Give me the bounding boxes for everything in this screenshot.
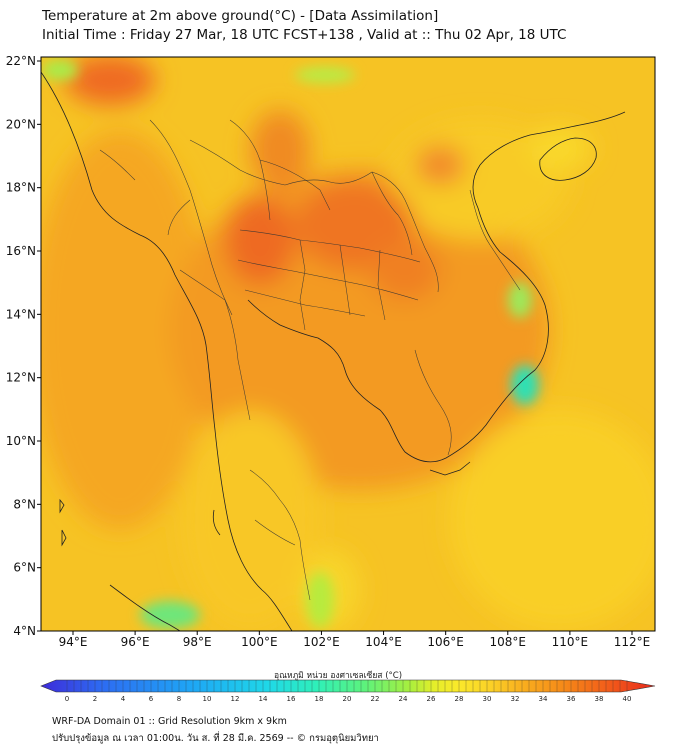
chart-subtitle: Initial Time : Friday 27 Mar, 18 UTC FCS… (42, 27, 567, 43)
footer-update-info: ปรับปรุงข้อมูล ณ เวลา 01:00น. วัน ส. ที่… (52, 733, 379, 744)
colorbar-bar (40, 679, 656, 693)
colorbar-tick-label: 10 (203, 695, 212, 703)
colorbar-tick-label: 24 (399, 695, 408, 703)
lon-tick-label: 100°E (241, 635, 278, 649)
colorbar-tick-label: 4 (121, 695, 126, 703)
lon-tick-label: 96°E (121, 635, 150, 649)
colorbar-tick-label: 14 (259, 695, 268, 703)
lon-tick-label: 94°E (59, 635, 88, 649)
colorbar-tick-label: 28 (455, 695, 464, 703)
colorbar-tick-label: 34 (539, 695, 548, 703)
footer-grid-info: WRF-DA Domain 01 :: Grid Resolution 9km … (52, 716, 287, 727)
temperature-field (41, 57, 655, 631)
colorbar-tick-label: 0 (65, 695, 69, 703)
lon-tick-label: 108°E (490, 635, 527, 649)
lat-tick-label: 18°N (6, 181, 36, 195)
colorbar-tick-label: 40 (623, 695, 632, 703)
lat-tick-label: 8°N (13, 497, 36, 511)
lat-tick-label: 16°N (6, 244, 36, 258)
colorbar-tick-label: 18 (315, 695, 324, 703)
lat-tick-label: 10°N (6, 434, 36, 448)
colorbar-tick-label: 6 (149, 695, 154, 703)
colorbar-label: อุณหภูมิ หน่วย องศาเซลเซียส (°C) (273, 671, 403, 681)
lon-tick-label: 112°E (614, 635, 651, 649)
colorbar-tick-label: 30 (483, 695, 492, 703)
colorbar-tick-label: 16 (287, 695, 296, 703)
lon-tick-label: 104°E (365, 635, 402, 649)
lon-tick-label: 110°E (552, 635, 589, 649)
colorbar-tick-label: 38 (595, 695, 604, 703)
colorbar-tick-label: 22 (371, 695, 380, 703)
colorbar-tick-label: 36 (567, 695, 576, 703)
lat-tick-label: 4°N (13, 624, 36, 638)
lon-tick-label: 106°E (427, 635, 464, 649)
latitude-axis: 22°N 20°N 18°N 16°N 14°N 12°N 10°N 8°N 6°N 4°N (6, 54, 41, 638)
longitude-axis: 94°E 96°E 98°E 100°E 102°E 104°E 106°E 108°E 110… (59, 631, 651, 649)
colorbar-tick-label: 2 (93, 695, 97, 703)
lat-tick-label: 22°N (6, 54, 36, 68)
lat-tick-label: 6°N (13, 561, 36, 575)
province-borders (99, 119, 521, 601)
colorbar-tick-label: 26 (427, 695, 436, 703)
lon-tick-label: 98°E (183, 635, 212, 649)
coastlines (41, 71, 626, 631)
chart-title: Temperature at 2m above ground(°C) - [Da… (42, 8, 439, 24)
colorbar-tick-label: 12 (231, 695, 240, 703)
colorbar-tick-label: 8 (177, 695, 181, 703)
colorbar-tick-label: 32 (511, 695, 520, 703)
map-frame (40, 56, 656, 632)
colorbar: 0 2 4 6 8 10 12 14 16 18 20 22 24 26 28 30 32 34 36 38 40 (40, 679, 656, 703)
colorbar-tick-label: 20 (343, 695, 352, 703)
lat-tick-label: 20°N (6, 117, 36, 131)
lat-tick-label: 12°N (6, 371, 36, 385)
lon-tick-label: 102°E (303, 635, 340, 649)
lat-tick-label: 14°N (6, 307, 36, 321)
